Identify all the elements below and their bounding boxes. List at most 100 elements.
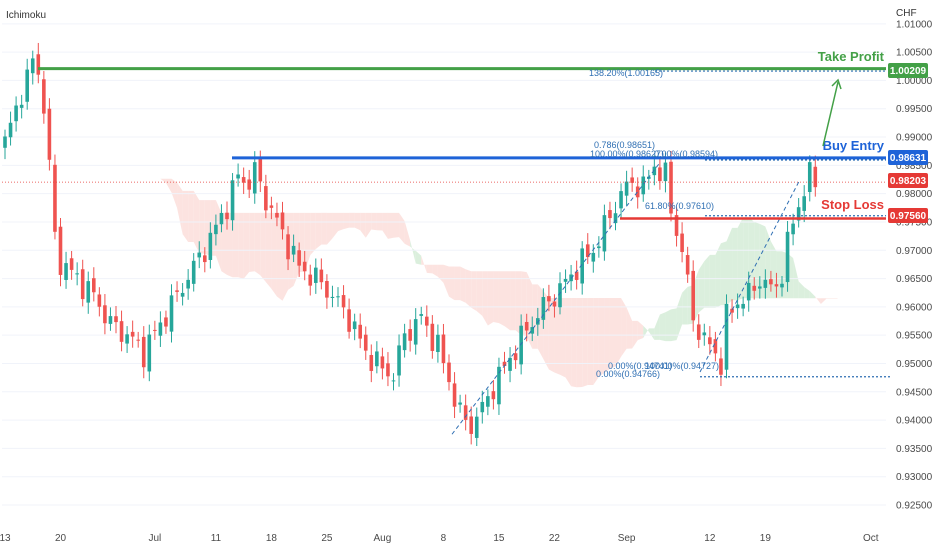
candle-body	[558, 283, 562, 308]
cloud-segment	[127, 109, 133, 146]
cloud-segment	[165, 178, 172, 193]
ichimoku-cloud	[82, 97, 838, 388]
candle	[175, 281, 179, 302]
cloud-segment	[315, 212, 322, 250]
candle-body	[602, 215, 607, 252]
cloud-segment	[382, 212, 388, 239]
svg-text:0.97560: 0.97560	[890, 211, 927, 222]
candle-body	[69, 258, 74, 270]
cloud-segment	[160, 178, 166, 183]
candle	[130, 320, 135, 348]
candle	[119, 310, 124, 352]
candle	[608, 201, 612, 230]
candle-body	[92, 278, 96, 293]
candle	[597, 236, 601, 258]
candle	[713, 331, 718, 362]
candle-body	[763, 279, 768, 288]
candle	[230, 173, 235, 231]
candle	[647, 169, 651, 190]
cloud-segment	[698, 261, 705, 313]
candle-body	[491, 391, 496, 400]
cloud-segment	[510, 271, 516, 331]
candle-body	[80, 269, 85, 300]
fib-label-100-a: 100.00%(0.98627)	[590, 149, 664, 159]
candle	[352, 313, 357, 341]
cloud-segment	[671, 308, 677, 342]
trendline-2	[699, 179, 801, 373]
cloud-segment	[227, 212, 233, 278]
candle-body	[258, 157, 263, 182]
candle-body	[230, 180, 235, 221]
candle-body	[130, 331, 135, 337]
candle	[774, 272, 779, 298]
candle-body	[375, 351, 379, 367]
candle	[214, 214, 218, 246]
candle	[458, 394, 462, 413]
candle-body	[330, 296, 335, 298]
cloud-segment	[521, 271, 527, 337]
candle-body	[264, 186, 268, 211]
fib-label-0786: 0.786(0.98651)	[594, 140, 655, 150]
candle-body	[796, 207, 801, 221]
cloud-segment	[815, 296, 821, 304]
candle-body	[297, 250, 301, 266]
cloud-segment	[726, 227, 733, 306]
cloud-segment	[243, 212, 250, 279]
candle	[752, 277, 757, 300]
candle-body	[58, 226, 63, 275]
candle-body	[585, 244, 590, 258]
candle-body	[369, 354, 374, 371]
candle	[80, 259, 85, 307]
price-tick-label: 1.00000	[896, 76, 932, 87]
candle	[36, 42, 41, 84]
candle-body	[497, 366, 501, 405]
cloud-segment	[571, 298, 577, 388]
candle-body	[513, 353, 518, 361]
candle	[97, 287, 102, 317]
candle	[47, 98, 52, 171]
candle-body	[591, 252, 596, 262]
fib-label-0-a: 0.00%(0.98594)	[654, 149, 718, 159]
time-tick-label: 11	[211, 533, 222, 544]
candle-body	[53, 164, 57, 232]
candle	[42, 71, 46, 124]
cloud-segment	[643, 325, 649, 338]
indicator-label: Ichimoku	[6, 10, 46, 21]
candle	[430, 315, 435, 359]
buy-entry-badge: 0.98631	[888, 150, 928, 165]
candle-body	[597, 246, 601, 249]
candle	[247, 169, 251, 198]
candle-body	[696, 324, 701, 340]
candle	[497, 357, 501, 415]
candle	[136, 331, 140, 348]
candle	[275, 202, 279, 227]
candle	[19, 94, 24, 119]
cloud-segment	[326, 212, 333, 245]
candle-body	[203, 255, 207, 263]
candle-body	[613, 213, 618, 224]
candle-body	[164, 317, 168, 327]
candle	[158, 311, 163, 347]
candle-body	[774, 284, 779, 287]
cloud-segment	[582, 298, 588, 387]
cloud-segment	[426, 264, 433, 274]
candle	[369, 344, 374, 383]
candle-body	[341, 295, 346, 308]
candle-body	[214, 224, 218, 235]
candle-body	[136, 339, 140, 341]
currency-label: CHF	[896, 8, 917, 19]
cloud-segment	[421, 255, 427, 273]
candle	[375, 341, 379, 374]
trendline-1	[451, 162, 661, 435]
svg-text:0.98631: 0.98631	[890, 153, 927, 164]
candle	[314, 258, 318, 294]
candle-body	[508, 357, 512, 371]
candle-body	[241, 177, 246, 183]
price-tick-label: 0.99000	[896, 133, 932, 144]
cloud-segment	[404, 220, 411, 247]
price-tick-label: 0.98000	[896, 189, 932, 200]
candle-body	[574, 271, 579, 280]
candle-body	[630, 177, 634, 183]
candle-body	[447, 362, 451, 383]
